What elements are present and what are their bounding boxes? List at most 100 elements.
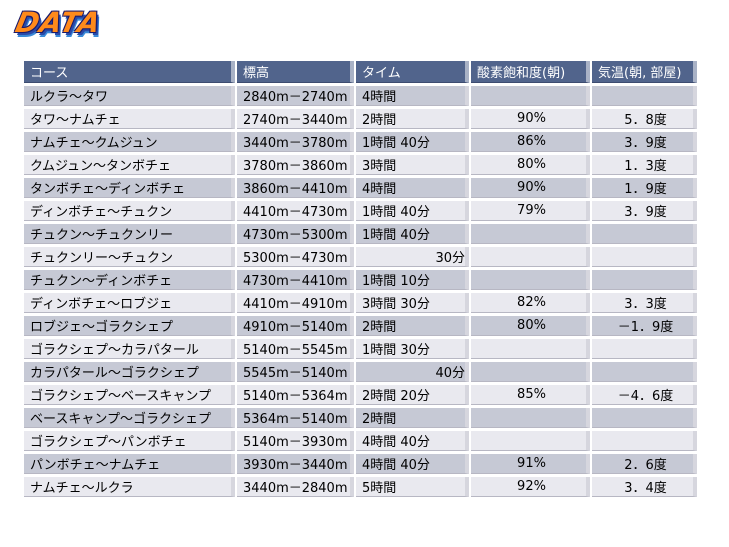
column-header: 気温(朝, 部屋) [592, 61, 697, 83]
column-header: 標高 [237, 61, 354, 83]
table-row: ゴラクシェプ～パンボチェ 5140m－3930m 4時間 40分 [24, 431, 697, 451]
table-row: パンボチェ～ナムチェ 3930m－3440m 4時間 40分 91% 2．6度 [24, 454, 697, 474]
table-cell: 82% [471, 293, 590, 313]
table-cell [471, 270, 590, 290]
table-cell: タワ～ナムチェ [24, 109, 235, 129]
table-cell: 4時間 40分 [356, 431, 469, 451]
table-cell: 3．3度 [592, 293, 697, 313]
table-cell: 2840m－2740m [237, 86, 354, 106]
table-cell: ナムチェ～ルクラ [24, 477, 235, 497]
table-row: チュクン～ディンボチェ 4730m－4410m 1時間 10分 [24, 270, 697, 290]
table-row: ディンボチェ～ロブジェ 4410m－4910m 3時間 30分 82% 3．3度 [24, 293, 697, 313]
table-cell: 4410m－4910m [237, 293, 354, 313]
table-cell: 2時間 [356, 316, 469, 336]
table-cell: ロブジェ～ゴラクシェプ [24, 316, 235, 336]
table-cell: チュクンリー～チュクン [24, 247, 235, 267]
table-cell [592, 86, 697, 106]
table-row: ゴラクシェプ～カラパタール 5140m－5545m 1時間 30分 [24, 339, 697, 359]
table-row: ベースキャンプ～ゴラクシェプ 5364m－5140m 2時間 [24, 408, 697, 428]
table-cell: ナムチェ～クムジュン [24, 132, 235, 152]
table-cell: ベースキャンプ～ゴラクシェプ [24, 408, 235, 428]
table-cell: クムジュン～タンボチェ [24, 155, 235, 175]
table-cell: 1時間 40分 [356, 132, 469, 152]
table-cell: 2．6度 [592, 454, 697, 474]
table-cell: パンボチェ～ナムチェ [24, 454, 235, 474]
table-cell: 3780m－3860m [237, 155, 354, 175]
table-cell: 5．8度 [592, 109, 697, 129]
table-cell: 80% [471, 316, 590, 336]
table-cell: ゴラクシェプ～ベースキャンプ [24, 385, 235, 405]
table-cell: 5140m－3930m [237, 431, 354, 451]
table-cell: 80% [471, 155, 590, 175]
table-cell: 3．9度 [592, 201, 697, 221]
table-cell [471, 247, 590, 267]
column-header: タイム [356, 61, 469, 83]
table-row: ゴラクシェプ～ベースキャンプ 5140m－5364m 2時間 20分 85% －4．6度 [24, 385, 697, 405]
table-cell: 90% [471, 178, 590, 198]
table-cell: 5時間 [356, 477, 469, 497]
table-cell: 1時間 30分 [356, 339, 469, 359]
table-cell [471, 408, 590, 428]
table-cell: タンボチェ～ディンボチェ [24, 178, 235, 198]
table-row: ナムチェ～ルクラ 3440m－2840m 5時間 92% 3．4度 [24, 477, 697, 497]
table-cell: 1時間 40分 [356, 224, 469, 244]
table-cell: 4時間 40分 [356, 454, 469, 474]
table-cell: 30分 [356, 247, 469, 267]
table-row: チュクンリー～チュクン 5300m－4730m 30分 [24, 247, 697, 267]
table-cell: 5300m－4730m [237, 247, 354, 267]
table-cell: 3．4度 [592, 477, 697, 497]
table-cell [471, 431, 590, 451]
table-cell: 3440m－3780m [237, 132, 354, 152]
table-cell: 3930m－3440m [237, 454, 354, 474]
table-row: タワ～ナムチェ 2740m－3440m 2時間 90% 5．8度 [24, 109, 697, 129]
table-cell: ゴラクシェプ～パンボチェ [24, 431, 235, 451]
table-cell: 4730m－5300m [237, 224, 354, 244]
trek-data-table: コース 標高 タイム 酸素飽和度(朝) 気温(朝, 部屋) ルクラ～タワ 2840m－274… [22, 58, 699, 500]
table-cell: ディンボチェ～チュクン [24, 201, 235, 221]
table-cell: 92% [471, 477, 590, 497]
table-cell: 3860m－4410m [237, 178, 354, 198]
column-header: コース [24, 61, 235, 83]
table-row: タンボチェ～ディンボチェ 3860m－4410m 4時間 90% 1．9度 [24, 178, 697, 198]
table-cell: 4730m－4410m [237, 270, 354, 290]
table-row: チュクン～チュクンリー 4730m－5300m 1時間 40分 [24, 224, 697, 244]
table-cell: 85% [471, 385, 590, 405]
table-cell: 2時間 [356, 109, 469, 129]
table-cell: －1．9度 [592, 316, 697, 336]
table-cell: 1時間 40分 [356, 201, 469, 221]
table-cell [471, 339, 590, 359]
table-row: ルクラ～タワ 2840m－2740m 4時間 [24, 86, 697, 106]
table-cell: 91% [471, 454, 590, 474]
table-cell: 2時間 [356, 408, 469, 428]
table-cell: 1．3度 [592, 155, 697, 175]
table-row: ディンボチェ～チュクン 4410m－4730m 1時間 40分 79% 3．9度 [24, 201, 697, 221]
table-header-row: コース 標高 タイム 酸素飽和度(朝) 気温(朝, 部屋) [24, 61, 697, 83]
table-cell [592, 270, 697, 290]
table-cell: 4時間 [356, 178, 469, 198]
table-row: ナムチェ～クムジュン 3440m－3780m 1時間 40分 86% 3．9度 [24, 132, 697, 152]
table-cell: －4．6度 [592, 385, 697, 405]
data-logo-text: DATA [12, 6, 105, 39]
table-cell: 86% [471, 132, 590, 152]
table-cell: 5140m－5545m [237, 339, 354, 359]
table-cell: ルクラ～タワ [24, 86, 235, 106]
table-cell: 1．9度 [592, 178, 697, 198]
column-header: 酸素飽和度(朝) [471, 61, 590, 83]
table-cell [592, 408, 697, 428]
table-cell [592, 224, 697, 244]
table-row: クムジュン～タンボチェ 3780m－3860m 3時間 80% 1．3度 [24, 155, 697, 175]
table-cell [471, 86, 590, 106]
table-cell: 2740m－3440m [237, 109, 354, 129]
table-cell: 5140m－5364m [237, 385, 354, 405]
table-cell: 3440m－2840m [237, 477, 354, 497]
table-cell: ディンボチェ～ロブジェ [24, 293, 235, 313]
table-cell: 5364m－5140m [237, 408, 354, 428]
table-cell [592, 431, 697, 451]
table-row: ロブジェ～ゴラクシェプ 4910m－5140m 2時間 80% －1．9度 [24, 316, 697, 336]
table-cell [592, 339, 697, 359]
table-cell: 4410m－4730m [237, 201, 354, 221]
table-row: カラパタール～ゴラクシェプ 5545m－5140m 40分 [24, 362, 697, 382]
table-cell [592, 362, 697, 382]
table-cell: 40分 [356, 362, 469, 382]
table-cell: チュクン～ディンボチェ [24, 270, 235, 290]
